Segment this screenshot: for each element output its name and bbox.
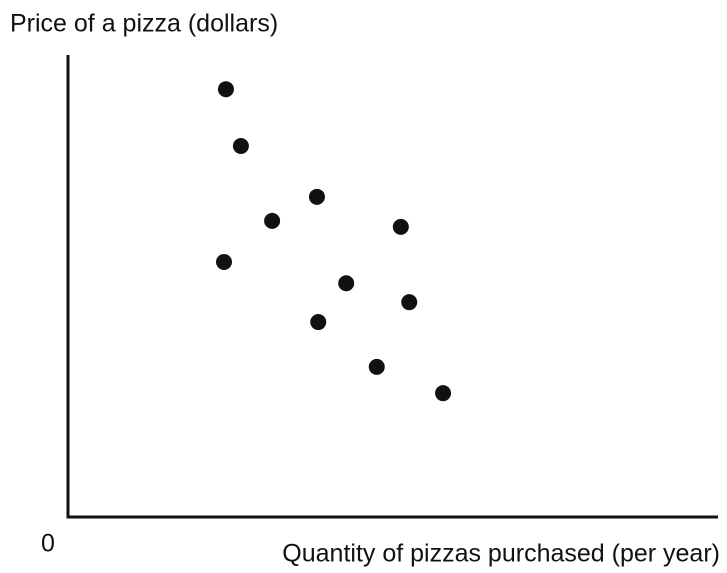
data-point xyxy=(308,188,325,205)
data-point xyxy=(401,294,418,311)
data-point xyxy=(338,275,355,292)
data-point xyxy=(435,385,452,402)
data-point xyxy=(264,212,281,229)
data-point xyxy=(232,138,249,155)
data-point xyxy=(368,358,385,375)
data-point xyxy=(216,253,232,270)
y-axis-label: Price of a pizza (dollars) xyxy=(10,10,278,38)
x-axis-label: Quantity of pizzas purchased (per year) xyxy=(282,540,720,568)
data-point xyxy=(217,81,234,98)
x-tick-label: 0 xyxy=(41,530,55,558)
data-point xyxy=(392,218,409,235)
data-point xyxy=(310,314,327,331)
